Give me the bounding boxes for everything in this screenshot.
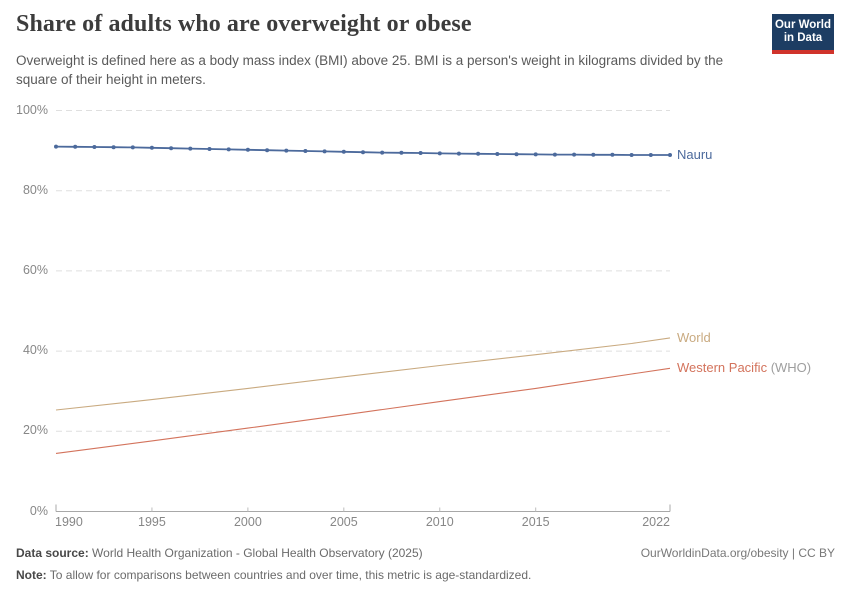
x-axis-tick-2005: 2005 bbox=[329, 515, 358, 529]
chart-subtitle: Overweight is defined here as a body mas… bbox=[16, 53, 724, 87]
owid-link[interactable]: OurWorldinData.org/obesity | CC BY bbox=[640, 546, 835, 560]
x-axis-tick-2010: 2010 bbox=[425, 515, 454, 529]
y-axis-tick-60: 60% bbox=[22, 262, 48, 277]
note-line: Note: To allow for comparisons between c… bbox=[16, 568, 531, 582]
datasource-label: Data source: bbox=[16, 546, 89, 560]
owid-logo-line1: Our World bbox=[774, 19, 831, 31]
x-axis-tick-2022: 2022 bbox=[642, 515, 670, 529]
series-label-nauru[interactable]: Nauru bbox=[677, 147, 713, 162]
x-axis-tick-2000: 2000 bbox=[233, 515, 262, 529]
y-axis-tick-80: 80% bbox=[22, 182, 48, 197]
x-axis-tick-1990: 1990 bbox=[55, 515, 83, 529]
note-text: To allow for comparisons between countri… bbox=[46, 568, 532, 582]
y-axis-tick-0: 0% bbox=[29, 503, 48, 518]
y-axis-tick-40: 40% bbox=[22, 343, 48, 358]
series-label-world[interactable]: World bbox=[677, 329, 711, 345]
owid-logo[interactable]: Our World in Data bbox=[772, 14, 834, 54]
datasource-line: Data source: World Health Organization -… bbox=[16, 546, 423, 560]
y-axis-tick-20: 20% bbox=[22, 423, 48, 438]
datasource-text: World Health Organization - Global Healt… bbox=[88, 546, 423, 560]
owid-logo-line2: in Data bbox=[783, 32, 823, 44]
note-label: Note: bbox=[16, 568, 47, 582]
x-axis-tick-2015: 2015 bbox=[521, 515, 550, 529]
series-label-western-pacific[interactable]: Western Pacific (WHO) bbox=[677, 360, 812, 376]
page-title: Share of adults who are overweight or ob… bbox=[16, 11, 472, 37]
y-axis-tick-100: 100% bbox=[16, 102, 48, 117]
x-axis-tick-1995: 1995 bbox=[138, 515, 166, 529]
